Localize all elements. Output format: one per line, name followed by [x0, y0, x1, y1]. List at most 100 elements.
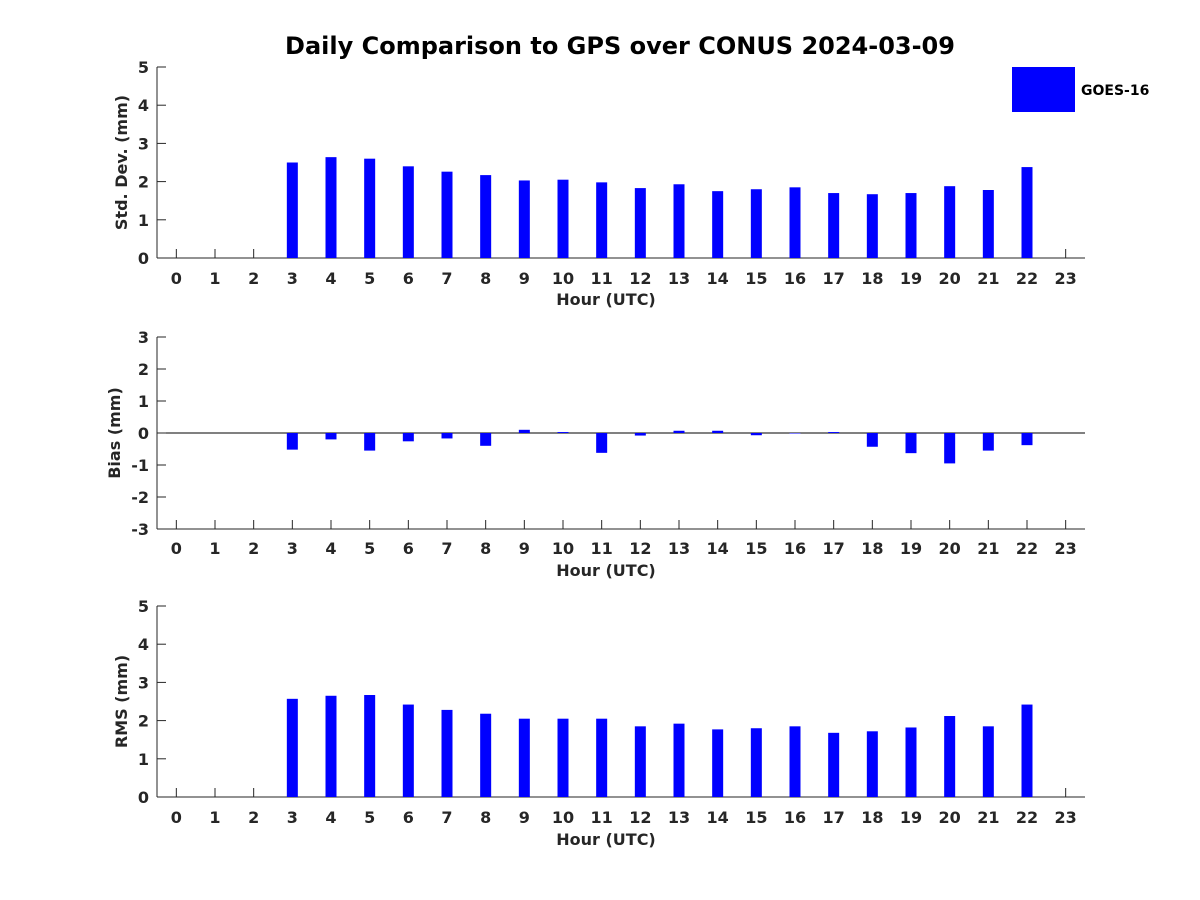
- rms-bar: [1021, 704, 1033, 797]
- std-dev-bar: [750, 189, 762, 258]
- bias-x-tick-label: 6: [403, 539, 414, 558]
- rms-x-tick-label: 3: [287, 808, 298, 827]
- std-dev-bar: [596, 182, 608, 258]
- rms-y-axis-label: RMS (mm): [112, 655, 131, 748]
- bias-x-tick-label: 22: [1016, 539, 1038, 558]
- std-dev-x-tick-label: 22: [1016, 269, 1038, 288]
- std-dev-bar: [712, 191, 724, 258]
- rms-bar: [673, 723, 685, 797]
- bias-bar: [286, 433, 298, 450]
- std-dev-x-axis-label: Hour (UTC): [556, 290, 656, 309]
- std-dev-x-tick-label: 6: [403, 269, 414, 288]
- std-dev-x-tick-label: 3: [287, 269, 298, 288]
- rms-x-tick-label: 9: [519, 808, 530, 827]
- rms-bar: [712, 729, 724, 797]
- std-dev-x-tick-label: 7: [441, 269, 452, 288]
- bias-bar: [596, 433, 608, 453]
- bias-x-tick-label: 8: [480, 539, 491, 558]
- bias-x-tick-label: 19: [900, 539, 922, 558]
- bias-x-tick-label: 16: [784, 539, 806, 558]
- bias-x-tick-label: 12: [629, 539, 651, 558]
- rms-x-tick-label: 14: [707, 808, 729, 827]
- std-dev-x-tick-label: 16: [784, 269, 806, 288]
- rms-x-tick-label: 22: [1016, 808, 1038, 827]
- rms-bar: [480, 713, 492, 797]
- std-dev-bar: [480, 175, 492, 258]
- bias-x-tick-label: 13: [668, 539, 690, 558]
- bias-bar: [789, 433, 801, 434]
- std-dev-bar: [325, 157, 337, 258]
- std-dev-y-tick-label: 4: [138, 96, 149, 115]
- bias-bar: [441, 433, 453, 439]
- std-dev-bar: [866, 194, 878, 258]
- std-dev-y-axis-label: Std. Dev. (mm): [112, 95, 131, 230]
- std-dev-bar: [441, 171, 453, 258]
- std-dev-y-tick-label: 5: [138, 58, 149, 77]
- bias-x-tick-label: 4: [325, 539, 336, 558]
- rms-y-tick-label: 4: [138, 635, 149, 654]
- rms-bar: [325, 695, 337, 797]
- rms-x-tick-label: 0: [171, 808, 182, 827]
- std-dev-x-tick-label: 20: [939, 269, 961, 288]
- bias-bar: [1021, 433, 1033, 446]
- bias-bar: [402, 433, 414, 442]
- bias-y-tick-label: 1: [138, 392, 149, 411]
- bias-bar: [557, 432, 569, 433]
- rms-x-tick-label: 13: [668, 808, 690, 827]
- std-dev-bar: [828, 193, 840, 258]
- rms-bar: [750, 728, 762, 797]
- std-dev-bar: [518, 180, 530, 258]
- std-dev-x-tick-label: 11: [591, 269, 613, 288]
- rms-x-tick-label: 2: [248, 808, 259, 827]
- std-dev-x-tick-label: 17: [823, 269, 845, 288]
- bias-x-tick-label: 10: [552, 539, 574, 558]
- bias-x-tick-label: 20: [939, 539, 961, 558]
- std-dev-x-tick-label: 4: [325, 269, 336, 288]
- bias-y-tick-label: -1: [131, 456, 149, 475]
- bias-x-tick-label: 3: [287, 539, 298, 558]
- legend: GOES-16: [1012, 67, 1149, 112]
- bias-bar: [944, 433, 956, 464]
- std-dev-bar: [634, 188, 646, 258]
- std-dev-bar: [789, 187, 801, 258]
- rms-x-tick-label: 10: [552, 808, 574, 827]
- std-dev-bar: [982, 190, 994, 258]
- rms-x-tick-label: 20: [939, 808, 961, 827]
- std-dev-x-tick-label: 0: [171, 269, 182, 288]
- std-dev-y-tick-label: 3: [138, 134, 149, 153]
- rms-bar: [828, 732, 840, 797]
- std-dev-bar: [402, 166, 414, 258]
- bias-y-tick-label: -3: [131, 520, 149, 539]
- rms-x-tick-label: 4: [325, 808, 336, 827]
- std-dev-x-tick-label: 10: [552, 269, 574, 288]
- bias-x-tick-label: 7: [441, 539, 452, 558]
- rms-x-tick-label: 7: [441, 808, 452, 827]
- std-dev-x-tick-label: 19: [900, 269, 922, 288]
- bias-y-tick-label: 3: [138, 328, 149, 347]
- rms-x-tick-label: 15: [745, 808, 767, 827]
- bias-bar: [982, 433, 994, 451]
- bias-y-tick-label: -2: [131, 488, 149, 507]
- std-dev-x-tick-label: 8: [480, 269, 491, 288]
- rms-x-tick-label: 17: [823, 808, 845, 827]
- rms-x-tick-label: 23: [1055, 808, 1077, 827]
- std-dev-x-tick-label: 13: [668, 269, 690, 288]
- rms-y-tick-label: 3: [138, 673, 149, 692]
- bias-bar: [364, 433, 376, 451]
- bias-x-tick-label: 14: [707, 539, 729, 558]
- std-dev-bar: [1021, 167, 1033, 258]
- rms-bar: [402, 704, 414, 797]
- std-dev-x-tick-label: 1: [209, 269, 220, 288]
- rms-bar: [634, 726, 646, 797]
- rms-x-tick-label: 18: [861, 808, 883, 827]
- std-dev-y-tick-label: 1: [138, 211, 149, 230]
- rms-bar: [557, 718, 569, 797]
- bias-x-tick-label: 5: [364, 539, 375, 558]
- bias-x-tick-label: 23: [1055, 539, 1077, 558]
- std-dev-x-tick-label: 12: [629, 269, 651, 288]
- bias-y-tick-label: 2: [138, 360, 149, 379]
- std-dev-x-tick-label: 14: [707, 269, 729, 288]
- std-dev-x-tick-label: 5: [364, 269, 375, 288]
- std-dev-x-tick-label: 9: [519, 269, 530, 288]
